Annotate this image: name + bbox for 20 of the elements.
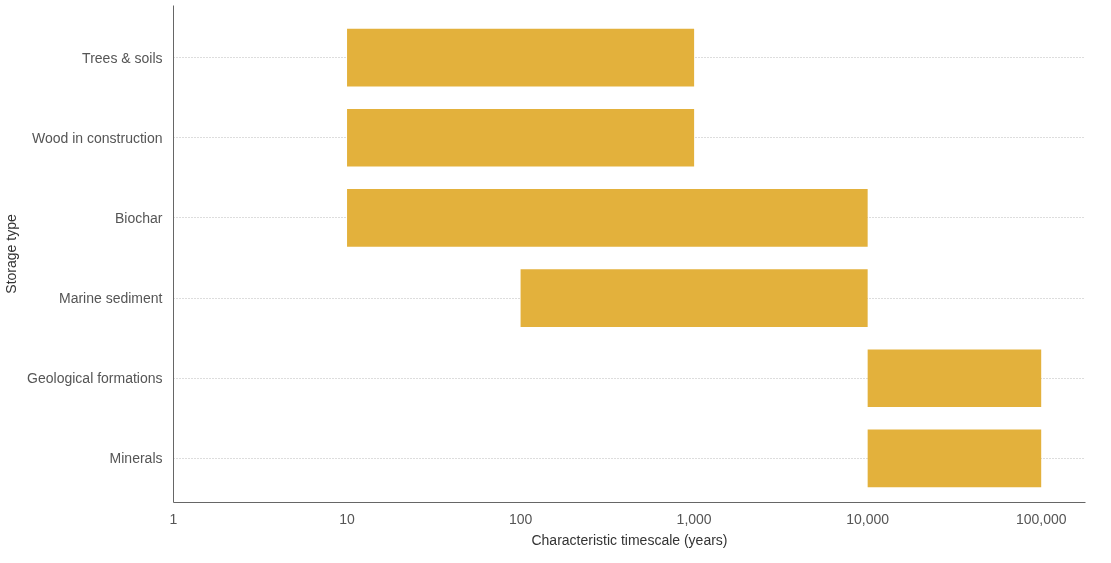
x-tick-label: 1	[169, 510, 178, 527]
bar	[867, 429, 1042, 488]
bar	[347, 189, 868, 247]
y-axis-title: Storage type	[3, 214, 20, 294]
x-tick-label: 100	[508, 510, 533, 527]
x-tick-label: 10,000	[846, 510, 890, 527]
bar	[347, 108, 695, 167]
x-tick-label: 10	[339, 510, 356, 527]
x-axis-title: Characteristic timescale (years)	[531, 531, 728, 548]
y-tick-label: Biochar	[115, 209, 163, 226]
bar	[520, 269, 868, 327]
y-tick-label: Geological formations	[27, 370, 163, 387]
y-tick-label: Marine sediment	[59, 290, 163, 307]
y-tick-label: Minerals	[109, 450, 163, 467]
y-tick-label: Trees & soils	[82, 49, 163, 66]
x-tick-label: 1,000	[676, 510, 712, 527]
x-tick-label: 100,000	[1015, 510, 1067, 527]
y-tick-label: Wood in construction	[32, 129, 163, 146]
bar	[347, 28, 695, 87]
bar	[867, 349, 1042, 408]
